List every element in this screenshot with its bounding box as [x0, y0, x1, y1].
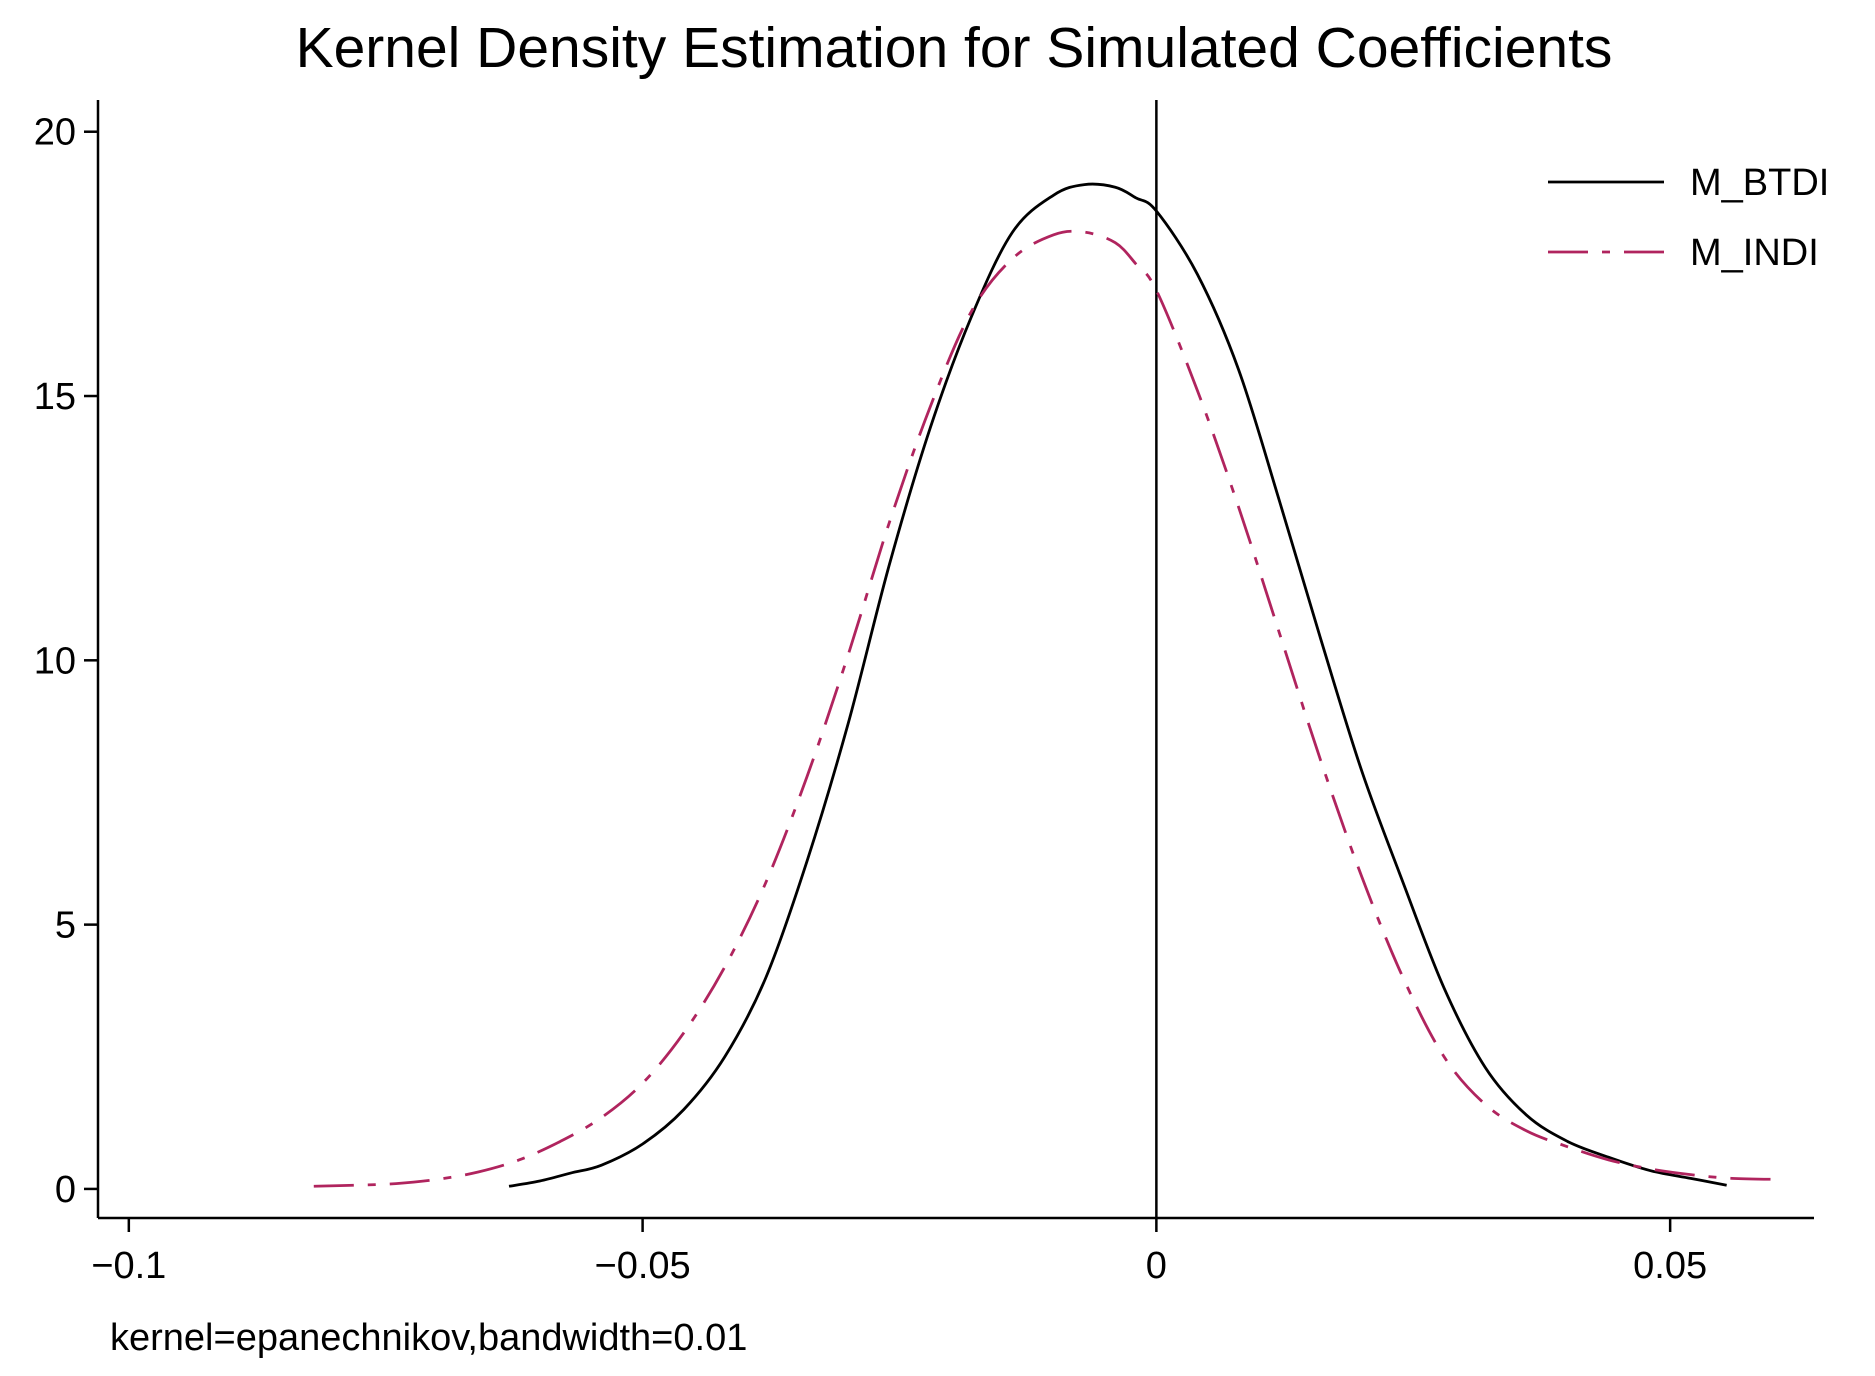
y-axis-ticks: 0 5 10 15 20	[34, 112, 98, 1211]
y-tick-label: 20	[34, 112, 76, 154]
x-axis-ticks: −0.1 −0.05 0 0.05	[91, 1218, 1707, 1287]
chart-title: Kernel Density Estimation for Simulated …	[296, 16, 1613, 80]
y-tick-label: 5	[55, 905, 76, 947]
y-tick-label: 0	[55, 1169, 76, 1211]
x-tick-label: 0	[1146, 1245, 1167, 1287]
series-line-m-btdi	[508, 182, 1727, 1188]
x-tick-label: −0.05	[595, 1245, 691, 1287]
series-layer	[313, 182, 1784, 1188]
y-tick-label: 10	[34, 640, 76, 682]
x-tick-label: 0.05	[1633, 1245, 1707, 1287]
kernel-note: kernel=epanechnikov,bandwidth=0.01	[110, 1317, 747, 1359]
legend: M_BTDI M_INDI	[1548, 162, 1829, 274]
legend-label-m-btdi: M_BTDI	[1690, 162, 1829, 204]
plot-area: 0 5 10 15 20 −0.1 −0.05 0 0.05	[34, 100, 1814, 1287]
y-tick-label: 15	[34, 376, 76, 418]
legend-label-m-indi: M_INDI	[1690, 232, 1819, 274]
series-line-m-indi	[313, 229, 1784, 1188]
x-tick-label: −0.1	[91, 1245, 166, 1287]
